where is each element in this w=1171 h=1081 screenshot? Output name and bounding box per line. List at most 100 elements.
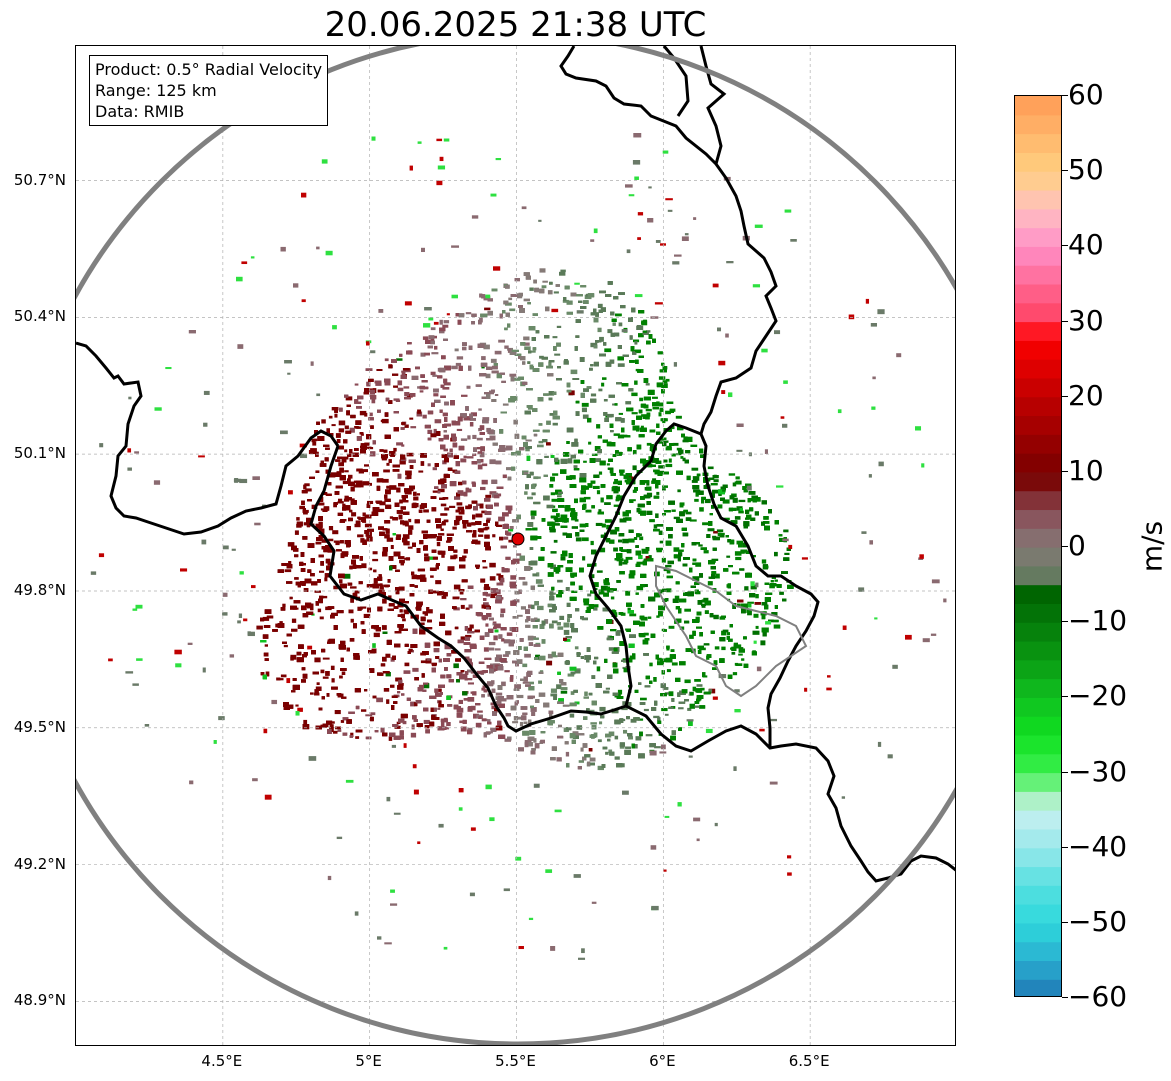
velocity-echo — [498, 339, 505, 343]
velocity-echo — [591, 604, 599, 608]
velocity-echo — [330, 665, 335, 670]
velocity-echo — [721, 630, 727, 636]
velocity-echo — [321, 539, 328, 543]
velocity-echo — [566, 602, 571, 607]
velocity-echo — [665, 564, 672, 568]
velocity-echo — [657, 472, 663, 476]
velocity-echo — [594, 446, 601, 451]
velocity-echo — [668, 625, 675, 629]
velocity-echo — [559, 271, 566, 276]
velocity-echo — [622, 666, 628, 669]
velocity-echo — [672, 442, 679, 446]
velocity-echo — [612, 322, 616, 326]
velocity-echo — [581, 537, 589, 542]
velocity-echo — [465, 607, 470, 610]
velocity-echo — [731, 493, 737, 497]
velocity-echo — [426, 607, 430, 610]
velocity-echo — [485, 494, 492, 498]
velocity-echo — [614, 403, 618, 406]
velocity-echo — [490, 358, 497, 363]
velocity-echo — [695, 492, 699, 497]
velocity-echo — [402, 368, 410, 371]
velocity-echo — [613, 504, 621, 507]
velocity-echo — [379, 584, 384, 590]
velocity-echo — [368, 567, 373, 571]
velocity-echo — [315, 470, 320, 473]
velocity-echo — [604, 502, 611, 505]
velocity-echo — [442, 387, 450, 390]
velocity-echo — [351, 512, 357, 517]
velocity-echo — [488, 641, 496, 646]
velocity-echo — [599, 706, 606, 712]
velocity-echo — [575, 532, 580, 537]
velocity-echo — [658, 376, 666, 380]
velocity-echo — [593, 607, 598, 611]
velocity-echo — [326, 720, 333, 725]
velocity-echo — [571, 516, 578, 521]
velocity-echo — [649, 519, 655, 523]
velocity-echo — [524, 346, 531, 350]
velocity-echo — [493, 635, 498, 641]
velocity-echo — [714, 575, 719, 578]
velocity-echo — [590, 540, 594, 546]
velocity-echo — [557, 495, 562, 498]
velocity-echo — [410, 701, 415, 707]
velocity-echo — [638, 554, 643, 560]
velocity-echo — [551, 498, 558, 502]
velocity-echo — [556, 684, 562, 690]
velocity-echo — [703, 550, 709, 554]
velocity-echo — [703, 597, 709, 602]
velocity-echo — [658, 470, 664, 475]
velocity-echo — [322, 676, 329, 679]
velocity-echo — [464, 636, 470, 641]
velocity-echo — [328, 538, 334, 542]
velocity-echo — [335, 541, 340, 546]
velocity-echo — [287, 542, 295, 547]
velocity-echo — [304, 483, 310, 487]
velocity-echo — [492, 534, 496, 538]
radar-map[interactable] — [75, 45, 956, 1046]
velocity-echo — [556, 325, 562, 328]
velocity-echo — [685, 511, 692, 515]
velocity-echo — [539, 268, 546, 273]
velocity-echo — [451, 433, 456, 439]
velocity-echo — [702, 522, 709, 526]
velocity-echo — [353, 480, 358, 483]
velocity-echo — [463, 698, 470, 701]
velocity-echo — [699, 507, 704, 512]
velocity-echo — [634, 341, 638, 345]
velocity-echo — [531, 492, 536, 496]
velocity-echo — [348, 474, 353, 479]
velocity-echo — [444, 507, 450, 511]
velocity-echo — [735, 476, 740, 480]
velocity-echo — [379, 501, 386, 506]
velocity-echo — [687, 707, 692, 711]
velocity-echo — [538, 692, 546, 697]
velocity-echo — [734, 481, 741, 485]
velocity-echo — [432, 467, 437, 471]
velocity-echo — [295, 704, 299, 707]
velocity-echo — [423, 509, 429, 513]
velocity-echo — [602, 439, 608, 443]
velocity-echo — [513, 716, 518, 721]
velocity-echo — [546, 420, 551, 425]
velocity-echo — [604, 519, 612, 523]
velocity-echo — [456, 356, 464, 360]
velocity-echo — [682, 457, 686, 462]
velocity-echo — [575, 537, 582, 542]
velocity-echo — [608, 749, 613, 753]
velocity-echo — [614, 735, 619, 740]
velocity-echo — [549, 484, 554, 488]
velocity-echo — [485, 373, 491, 379]
velocity-echo — [641, 320, 648, 326]
velocity-echo — [362, 469, 368, 473]
velocity-echo — [596, 666, 601, 672]
velocity-echo — [460, 636, 466, 641]
velocity-echo — [606, 495, 613, 500]
velocity-echo — [443, 320, 450, 324]
velocity-echo — [741, 658, 745, 661]
velocity-echo — [310, 692, 314, 695]
velocity-echo — [621, 718, 626, 722]
velocity-echo — [376, 697, 383, 703]
velocity-echo — [646, 482, 650, 486]
